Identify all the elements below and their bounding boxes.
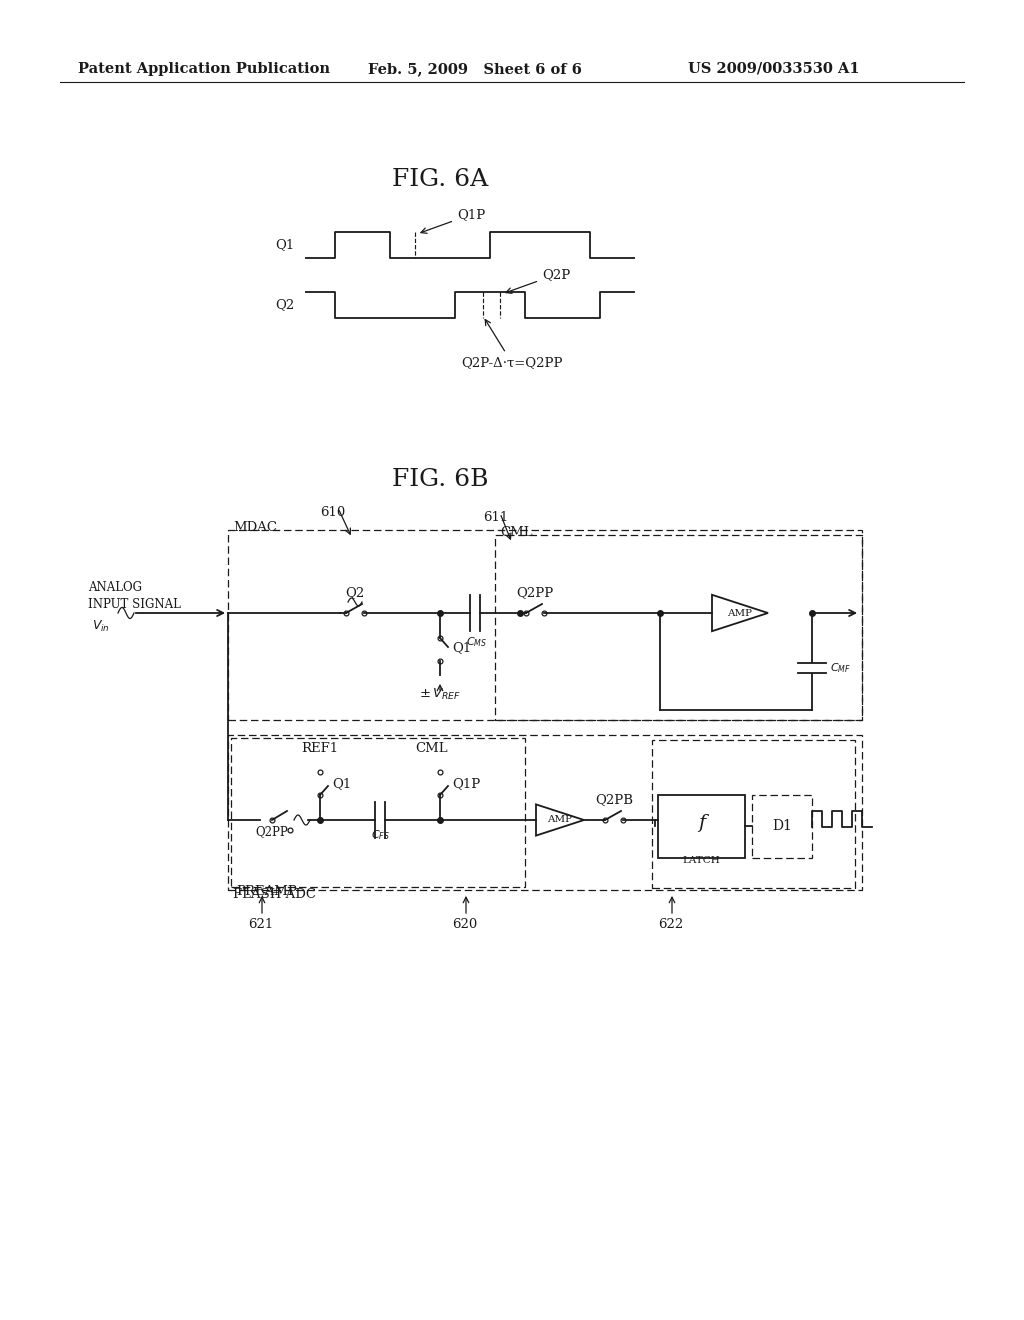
Text: $C_{FS}$: $C_{FS}$ <box>371 828 389 842</box>
Text: FLASH ADC: FLASH ADC <box>233 888 316 902</box>
Text: CML: CML <box>416 742 449 755</box>
Text: 622: 622 <box>658 917 683 931</box>
Text: Feb. 5, 2009   Sheet 6 of 6: Feb. 5, 2009 Sheet 6 of 6 <box>368 62 582 77</box>
Text: AMP: AMP <box>727 609 753 618</box>
Bar <box>228 531 862 719</box>
Text: US 2009/0033530 A1: US 2009/0033530 A1 <box>688 62 859 77</box>
Text: MDAC: MDAC <box>233 521 278 535</box>
Text: D1: D1 <box>772 820 792 833</box>
Text: Q2PB: Q2PB <box>595 793 633 807</box>
Text: PREAMP: PREAMP <box>236 884 297 898</box>
Text: Q2: Q2 <box>275 298 295 312</box>
Text: 611: 611 <box>483 511 508 524</box>
Bar <box>652 741 855 888</box>
Text: $V_{in}$: $V_{in}$ <box>92 619 110 634</box>
Text: REF1: REF1 <box>301 742 339 755</box>
Text: Q2P-Δ·τ=Q2PP: Q2P-Δ·τ=Q2PP <box>461 319 562 370</box>
Text: $C_{MF}$: $C_{MF}$ <box>830 661 851 675</box>
Bar <box>228 735 862 890</box>
Text: Q1: Q1 <box>332 777 351 791</box>
Text: 610: 610 <box>319 506 345 519</box>
Text: FIG. 6A: FIG. 6A <box>392 168 488 191</box>
Bar <box>752 795 812 858</box>
Text: AMP: AMP <box>548 816 572 825</box>
Text: Q2P: Q2P <box>506 268 570 293</box>
Text: 620: 620 <box>452 917 477 931</box>
Text: CML: CML <box>500 525 532 539</box>
Text: ANALOG
INPUT SIGNAL: ANALOG INPUT SIGNAL <box>88 581 181 611</box>
Text: LATCH: LATCH <box>683 855 720 865</box>
Text: f: f <box>698 814 706 832</box>
Text: Q2PP: Q2PP <box>256 825 289 838</box>
Text: Q1P: Q1P <box>421 209 485 234</box>
Text: $C_{MS}$: $C_{MS}$ <box>466 635 487 649</box>
Text: 621: 621 <box>248 917 273 931</box>
Bar <box>495 535 862 719</box>
Bar <box>231 738 525 887</box>
Text: Q1: Q1 <box>452 642 471 655</box>
Bar <box>658 795 745 858</box>
Text: Q1P: Q1P <box>452 777 480 791</box>
Text: FIG. 6B: FIG. 6B <box>392 469 488 491</box>
Text: Q1: Q1 <box>275 239 295 252</box>
Text: Q2PP: Q2PP <box>516 586 554 599</box>
Text: Patent Application Publication: Patent Application Publication <box>78 62 330 77</box>
Text: $\pm\,V_{REF}$: $\pm\,V_{REF}$ <box>419 686 461 702</box>
Text: Q2: Q2 <box>345 586 365 599</box>
